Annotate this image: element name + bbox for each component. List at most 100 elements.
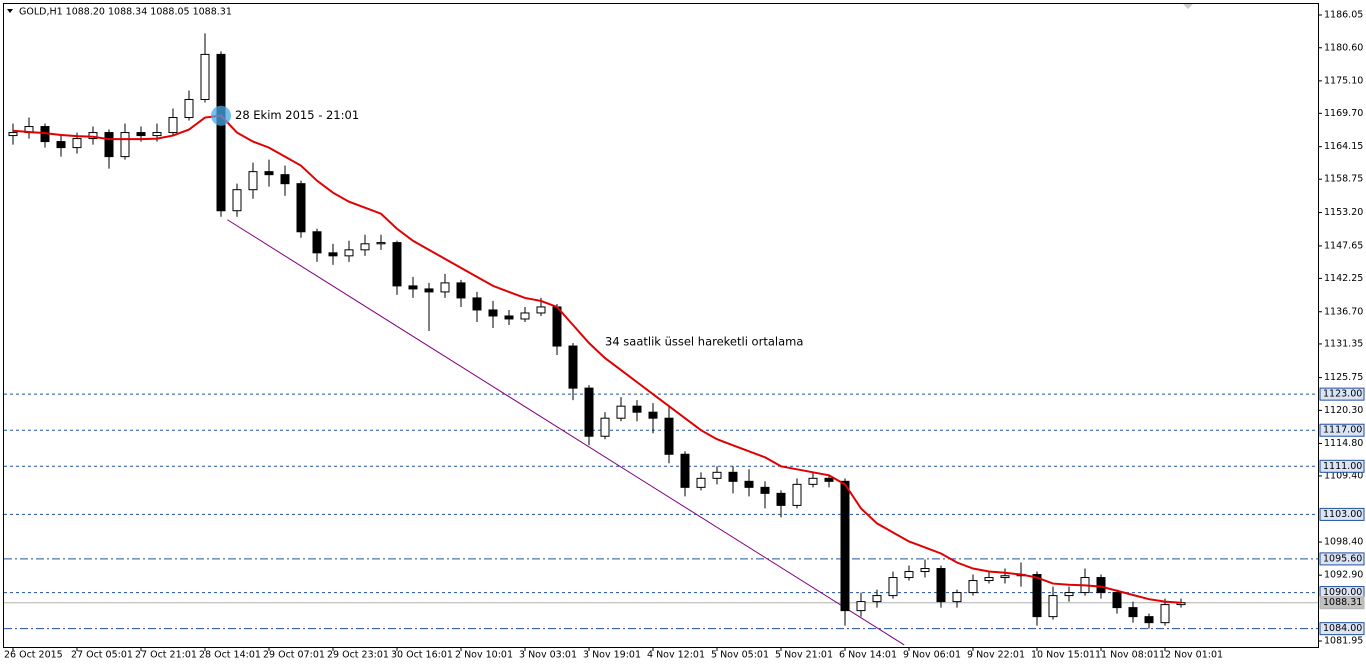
candle-body bbox=[280, 174, 290, 185]
candle-body bbox=[680, 453, 690, 488]
y-tick-label: 1098.40 bbox=[1324, 537, 1363, 548]
x-tick-label: 3 Nov 19:01 bbox=[583, 650, 641, 661]
annotation: 28 Ekim 2015 - 21:01 bbox=[235, 108, 359, 122]
candle-body bbox=[264, 171, 274, 176]
x-tick-label: 30 Oct 16:01 bbox=[391, 650, 453, 661]
x-tick-label: 9 Nov 22:01 bbox=[967, 650, 1025, 661]
level-label-box bbox=[1319, 552, 1365, 566]
y-tick-label: 1109.40 bbox=[1324, 470, 1363, 481]
y-tick-label: 1147.65 bbox=[1324, 240, 1363, 251]
candle-body bbox=[440, 282, 450, 293]
candle-body bbox=[984, 577, 994, 582]
level-label-box bbox=[1319, 459, 1365, 473]
y-tick-label: 1158.75 bbox=[1324, 174, 1363, 185]
x-tick-label: 11 Nov 08:01 bbox=[1095, 650, 1159, 661]
candle-body bbox=[344, 249, 354, 257]
candle-body bbox=[728, 471, 738, 482]
candle-body bbox=[760, 486, 770, 494]
level-label-box bbox=[1319, 423, 1365, 437]
y-tick-label: 1180.60 bbox=[1324, 42, 1363, 53]
candle-body bbox=[376, 242, 386, 245]
candle-body bbox=[1144, 616, 1154, 624]
chart-header: GOLD,H1 1088.20 1088.34 1088.05 1088.31 bbox=[19, 7, 232, 18]
y-tick-label: 1125.75 bbox=[1324, 372, 1363, 383]
candle-body bbox=[968, 580, 978, 594]
candle-body bbox=[360, 243, 370, 251]
candle-body bbox=[712, 471, 722, 479]
candle-body bbox=[456, 282, 466, 299]
candle-body bbox=[872, 595, 882, 603]
candle-body bbox=[1000, 575, 1010, 579]
annotation-marker bbox=[211, 105, 231, 126]
y-tick-label: 1136.70 bbox=[1324, 306, 1363, 317]
x-tick-label: 29 Oct 07:01 bbox=[263, 650, 325, 661]
candle-body bbox=[8, 132, 18, 137]
candle-body bbox=[952, 592, 962, 603]
y-tick-label: 1081.95 bbox=[1324, 635, 1363, 646]
x-tick-label: 12 Nov 01:01 bbox=[1159, 650, 1223, 661]
level-label: 1090.00 bbox=[1323, 587, 1362, 598]
shift-marker bbox=[1183, 4, 1193, 9]
y-tick-label: 1153.20 bbox=[1324, 207, 1363, 218]
candle-body bbox=[488, 309, 498, 317]
x-tick-label: 5 Nov 21:01 bbox=[775, 650, 833, 661]
candle-body bbox=[1160, 604, 1170, 624]
candle-body bbox=[856, 601, 866, 612]
candle-body bbox=[72, 138, 82, 149]
candle-body bbox=[168, 117, 178, 134]
candle-body bbox=[568, 345, 578, 389]
candle-body bbox=[744, 480, 754, 488]
y-tick-label: 1131.35 bbox=[1324, 338, 1363, 349]
y-tick-label: 1092.90 bbox=[1324, 570, 1363, 581]
candle-body bbox=[312, 231, 322, 254]
level-label: 1123.00 bbox=[1323, 389, 1362, 400]
candle-body bbox=[104, 132, 114, 158]
plot-frame bbox=[3, 3, 1319, 648]
candle-body bbox=[776, 492, 786, 506]
y-tick-label: 1142.25 bbox=[1324, 273, 1363, 284]
menu-arrow bbox=[7, 9, 13, 13]
level-label: 1111.00 bbox=[1323, 461, 1362, 472]
candle-body bbox=[232, 189, 242, 212]
level-label-box bbox=[1319, 387, 1365, 401]
candle-body bbox=[888, 577, 898, 597]
candle-body bbox=[1032, 574, 1042, 618]
candle-body bbox=[1128, 607, 1138, 618]
candle-body bbox=[696, 477, 706, 488]
candle-body bbox=[584, 387, 594, 437]
y-tick-label: 1186.05 bbox=[1324, 10, 1363, 21]
level-label-box bbox=[1319, 596, 1365, 610]
candle-body bbox=[552, 306, 562, 347]
candle-body bbox=[424, 288, 434, 293]
candle-body bbox=[120, 132, 130, 158]
candle-body bbox=[616, 405, 626, 419]
candle-body bbox=[216, 53, 226, 212]
candle-body bbox=[472, 297, 482, 311]
x-tick-label: 2 Nov 10:01 bbox=[455, 650, 513, 661]
x-tick-label: 28 Oct 14:01 bbox=[199, 650, 261, 661]
x-tick-label: 5 Nov 05:01 bbox=[711, 650, 769, 661]
candle-body bbox=[1048, 595, 1058, 618]
candle-body bbox=[664, 417, 674, 455]
candle-body bbox=[648, 411, 658, 419]
y-tick-label: 1169.70 bbox=[1324, 108, 1363, 119]
candle-body bbox=[1096, 577, 1106, 594]
candle-body bbox=[600, 417, 610, 437]
y-tick-label: 1175.10 bbox=[1324, 75, 1363, 86]
candle-body bbox=[328, 252, 338, 257]
level-label: 1117.00 bbox=[1323, 425, 1362, 436]
candle-body bbox=[408, 285, 418, 290]
level-label: 1084.00 bbox=[1323, 623, 1362, 634]
candle-body bbox=[536, 306, 546, 314]
annotation: 34 saatlik üssel hareketli ortalama bbox=[605, 334, 803, 348]
candle-body bbox=[136, 132, 146, 137]
candle-body bbox=[840, 480, 850, 612]
ema-line bbox=[12, 114, 1182, 604]
candle-body bbox=[504, 315, 514, 320]
x-tick-label: 26 Oct 2015 bbox=[4, 650, 63, 661]
candle-body bbox=[296, 183, 306, 233]
x-tick-label: 27 Oct 05:01 bbox=[71, 650, 133, 661]
y-tick-label: 1114.80 bbox=[1324, 438, 1363, 449]
y-tick-label: 1164.15 bbox=[1324, 141, 1363, 152]
x-tick-label: 4 Nov 12:01 bbox=[647, 650, 705, 661]
